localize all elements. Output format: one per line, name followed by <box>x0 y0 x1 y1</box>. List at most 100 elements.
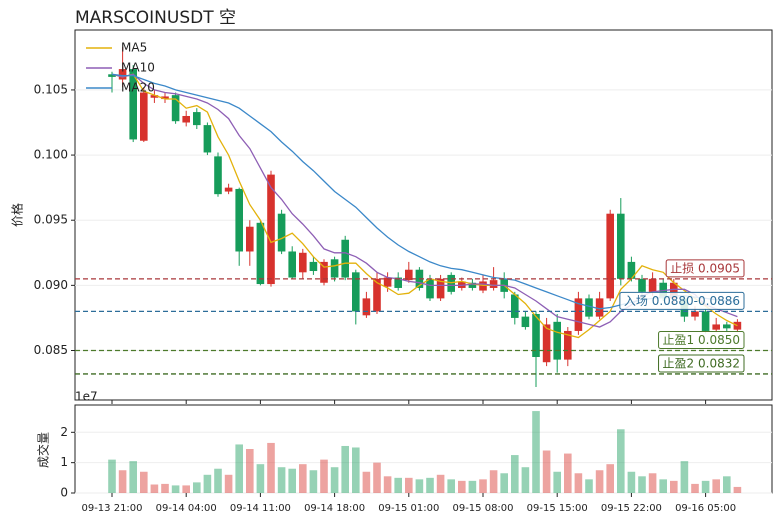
candle-body <box>373 278 381 312</box>
legend-label: MA5 <box>121 41 147 55</box>
volume-bar <box>595 470 604 493</box>
volume-bar <box>415 479 424 493</box>
level-label-text: 入场 0.0880-0.0886 <box>624 294 740 308</box>
level-label-text: 止损 0.0905 <box>670 261 740 275</box>
volume-bar <box>383 476 392 493</box>
candle-body <box>161 96 169 100</box>
volume-bar <box>723 476 731 493</box>
volume-bar <box>394 477 402 493</box>
candle-body <box>617 213 625 279</box>
candle-body <box>330 259 339 278</box>
x-tick-label: 09-16 05:00 <box>675 503 736 514</box>
volume-bar <box>532 411 540 493</box>
candle-body <box>627 261 636 279</box>
x-tick-label: 09-15 15:00 <box>527 503 588 514</box>
volume-bar <box>140 471 148 493</box>
y-tick-label: 0.100 <box>34 148 68 162</box>
volume-bar <box>309 470 318 493</box>
candle-body <box>203 125 212 153</box>
volume-bar <box>617 429 625 493</box>
volume-bar <box>659 479 667 493</box>
volume-bar <box>670 480 678 493</box>
candle-body <box>553 321 561 360</box>
volume-panel <box>74 404 773 494</box>
candle-body <box>564 330 572 360</box>
candle-body <box>606 213 614 299</box>
ma-line <box>111 73 738 339</box>
volume-bar <box>118 470 127 493</box>
candle-body <box>288 251 296 278</box>
candle-body <box>542 324 551 363</box>
volume-bar <box>691 483 699 493</box>
volume-bar <box>436 474 445 493</box>
candle-body <box>129 69 137 140</box>
candle-body <box>214 156 222 195</box>
candle-body <box>733 321 742 330</box>
candle-body <box>256 222 265 285</box>
candle-body <box>670 282 678 299</box>
y-axis-label: 价格 <box>10 203 25 227</box>
candle-body <box>447 274 455 292</box>
candle-body <box>362 298 371 316</box>
candle-body <box>246 226 254 252</box>
ma-line <box>111 73 738 310</box>
volume-bar <box>224 474 233 493</box>
volume-bar <box>553 471 561 493</box>
volume-bar <box>341 445 349 493</box>
candle-body <box>405 269 413 281</box>
volume-bar <box>235 444 243 493</box>
candle-body <box>648 278 657 292</box>
candle-body <box>171 95 180 122</box>
legend-label: MA10 <box>121 61 155 75</box>
price-panel <box>74 29 773 401</box>
volume-bar <box>108 459 116 493</box>
volume-bar <box>648 473 657 493</box>
volume-bar <box>320 459 328 493</box>
candle-body <box>267 174 275 285</box>
volume-bar <box>405 477 413 493</box>
volume-bar <box>171 485 180 493</box>
level-label-box <box>619 291 745 310</box>
volume-bar <box>521 467 530 493</box>
volume-bar <box>182 485 190 493</box>
volume-bar <box>489 470 498 493</box>
candle-body <box>585 298 593 317</box>
volume-bar <box>574 473 583 493</box>
volume-bar <box>352 447 360 493</box>
candle-body <box>182 115 190 123</box>
candle-body <box>574 298 583 331</box>
level-label: 入场 0.0880-0.0886 <box>619 291 745 310</box>
candle-body <box>352 272 360 312</box>
x-tick-label: 09-14 04:00 <box>156 503 217 514</box>
volume-bar <box>330 467 339 493</box>
candle-body <box>521 316 530 328</box>
volume-bar <box>299 464 307 493</box>
candle-body <box>383 277 392 287</box>
candle-body <box>118 69 127 80</box>
level-label-text: 止盈1 0.0850 <box>663 333 740 347</box>
candle-body <box>426 278 434 299</box>
candle-body <box>458 281 466 288</box>
x-tick-label: 09-13 21:00 <box>81 503 142 514</box>
volume-bar <box>161 483 169 493</box>
y-tick-label: 0.085 <box>34 343 68 357</box>
candle-body <box>489 280 498 288</box>
candle-body <box>299 252 307 273</box>
candle-body <box>712 324 720 330</box>
y-tick-label: 0.095 <box>34 213 68 227</box>
candle-body <box>691 311 699 317</box>
level-label: 止损 0.0905 <box>665 259 745 278</box>
volume-bar <box>606 464 614 493</box>
candle-body <box>224 187 233 192</box>
y-tick-label: 2 <box>60 425 68 439</box>
candle-body <box>309 261 318 272</box>
candle-body <box>511 294 519 318</box>
volume-bar <box>373 462 381 493</box>
volume-bar <box>712 479 720 493</box>
candle-body <box>235 188 243 252</box>
candle-body <box>277 213 286 252</box>
volume-bar <box>638 476 646 493</box>
candle-body <box>193 112 201 126</box>
y-tick-label: 0.105 <box>34 82 68 96</box>
